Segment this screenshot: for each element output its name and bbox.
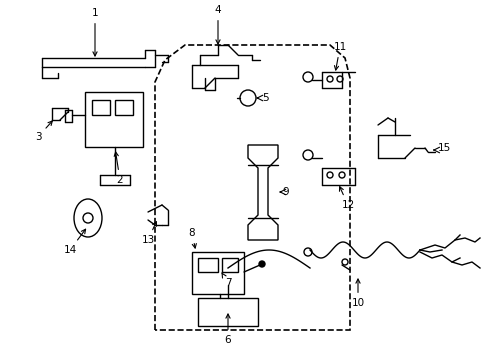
- Bar: [92, 100, 110, 115]
- Text: 6: 6: [224, 314, 231, 345]
- Text: 11: 11: [333, 42, 346, 70]
- Text: 3: 3: [35, 121, 52, 142]
- Text: 5: 5: [262, 93, 268, 103]
- Text: 15: 15: [437, 143, 450, 153]
- Text: 14: 14: [63, 229, 85, 255]
- Bar: [222, 258, 238, 272]
- Bar: [192, 252, 244, 294]
- Text: 4: 4: [214, 5, 221, 44]
- Text: 9: 9: [282, 187, 288, 197]
- Bar: [198, 258, 218, 272]
- Text: 8: 8: [188, 228, 196, 248]
- Bar: [198, 298, 258, 326]
- Text: 13: 13: [141, 222, 156, 245]
- Text: 7: 7: [221, 273, 231, 288]
- Circle shape: [259, 261, 264, 267]
- Bar: [115, 100, 133, 115]
- Bar: [85, 92, 142, 147]
- Text: 2: 2: [114, 152, 123, 185]
- Text: 10: 10: [351, 279, 364, 308]
- Text: 12: 12: [339, 187, 354, 210]
- Text: 1: 1: [92, 8, 98, 56]
